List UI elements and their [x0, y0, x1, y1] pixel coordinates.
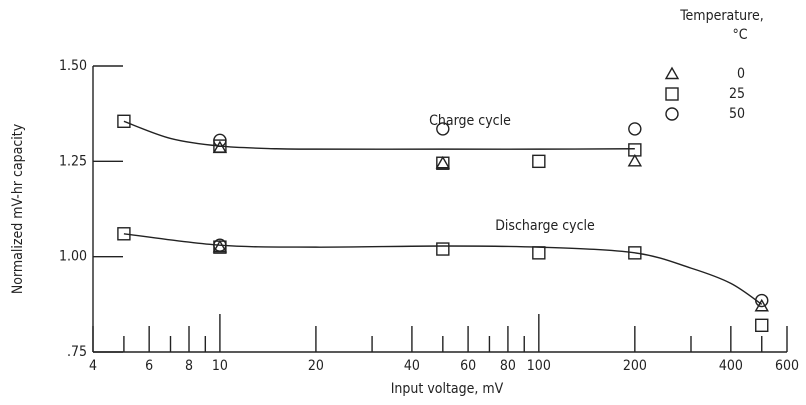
x-tick-label: 80 — [500, 358, 516, 374]
marker-triangle — [754, 298, 769, 312]
marker-triangle — [212, 239, 228, 253]
legend-title: Temperature, — [679, 8, 764, 24]
curve-label: Discharge cycle — [495, 218, 595, 234]
marker-square — [755, 318, 769, 333]
x-tick-label: 6 — [145, 358, 153, 374]
marker-triangle — [212, 140, 228, 154]
marker-square — [665, 87, 679, 101]
x-tick-label: 100 — [527, 358, 551, 374]
marker-square — [532, 246, 546, 260]
fit-curve — [123, 233, 763, 305]
x-axis-label: Input voltage, mV — [391, 381, 504, 397]
marker-triangle — [664, 66, 680, 80]
legend-unit: °C — [732, 27, 747, 43]
legend-label: 0 — [737, 66, 745, 82]
y-tick-label: 1.25 — [59, 153, 87, 169]
curve-label: Charge cycle — [429, 113, 511, 129]
legend-label: 50 — [729, 106, 745, 122]
marker-triangle — [627, 153, 643, 167]
x-tick-label: 600 — [775, 358, 799, 374]
marker-triangle — [435, 155, 451, 169]
x-tick-label: 200 — [623, 358, 647, 374]
marker-circle — [755, 293, 769, 308]
y-axis-label: Normalized mV-hr capacity — [10, 123, 26, 294]
marker-circle — [628, 122, 642, 136]
marker-square — [628, 246, 642, 260]
x-tick-label: 400 — [719, 358, 743, 374]
marker-square — [436, 242, 450, 256]
x-tick-label: 4 — [89, 358, 97, 374]
x-tick-label: 40 — [404, 358, 420, 374]
marker-square — [532, 154, 546, 169]
marker-square — [117, 114, 131, 128]
y-tick-label: 1.00 — [59, 249, 87, 265]
x-tick-label: 10 — [212, 358, 228, 374]
fit-curve — [123, 120, 635, 150]
marker-square — [117, 227, 131, 241]
y-tick-label: .75 — [67, 344, 87, 360]
y-tick-label: 1.50 — [59, 58, 87, 74]
marker-circle — [436, 122, 450, 136]
x-tick-label: 60 — [460, 358, 476, 374]
marker-circle — [665, 107, 679, 121]
legend-label: 25 — [729, 86, 745, 102]
x-tick-label: 8 — [185, 358, 193, 374]
x-tick-label: 20 — [308, 358, 324, 374]
